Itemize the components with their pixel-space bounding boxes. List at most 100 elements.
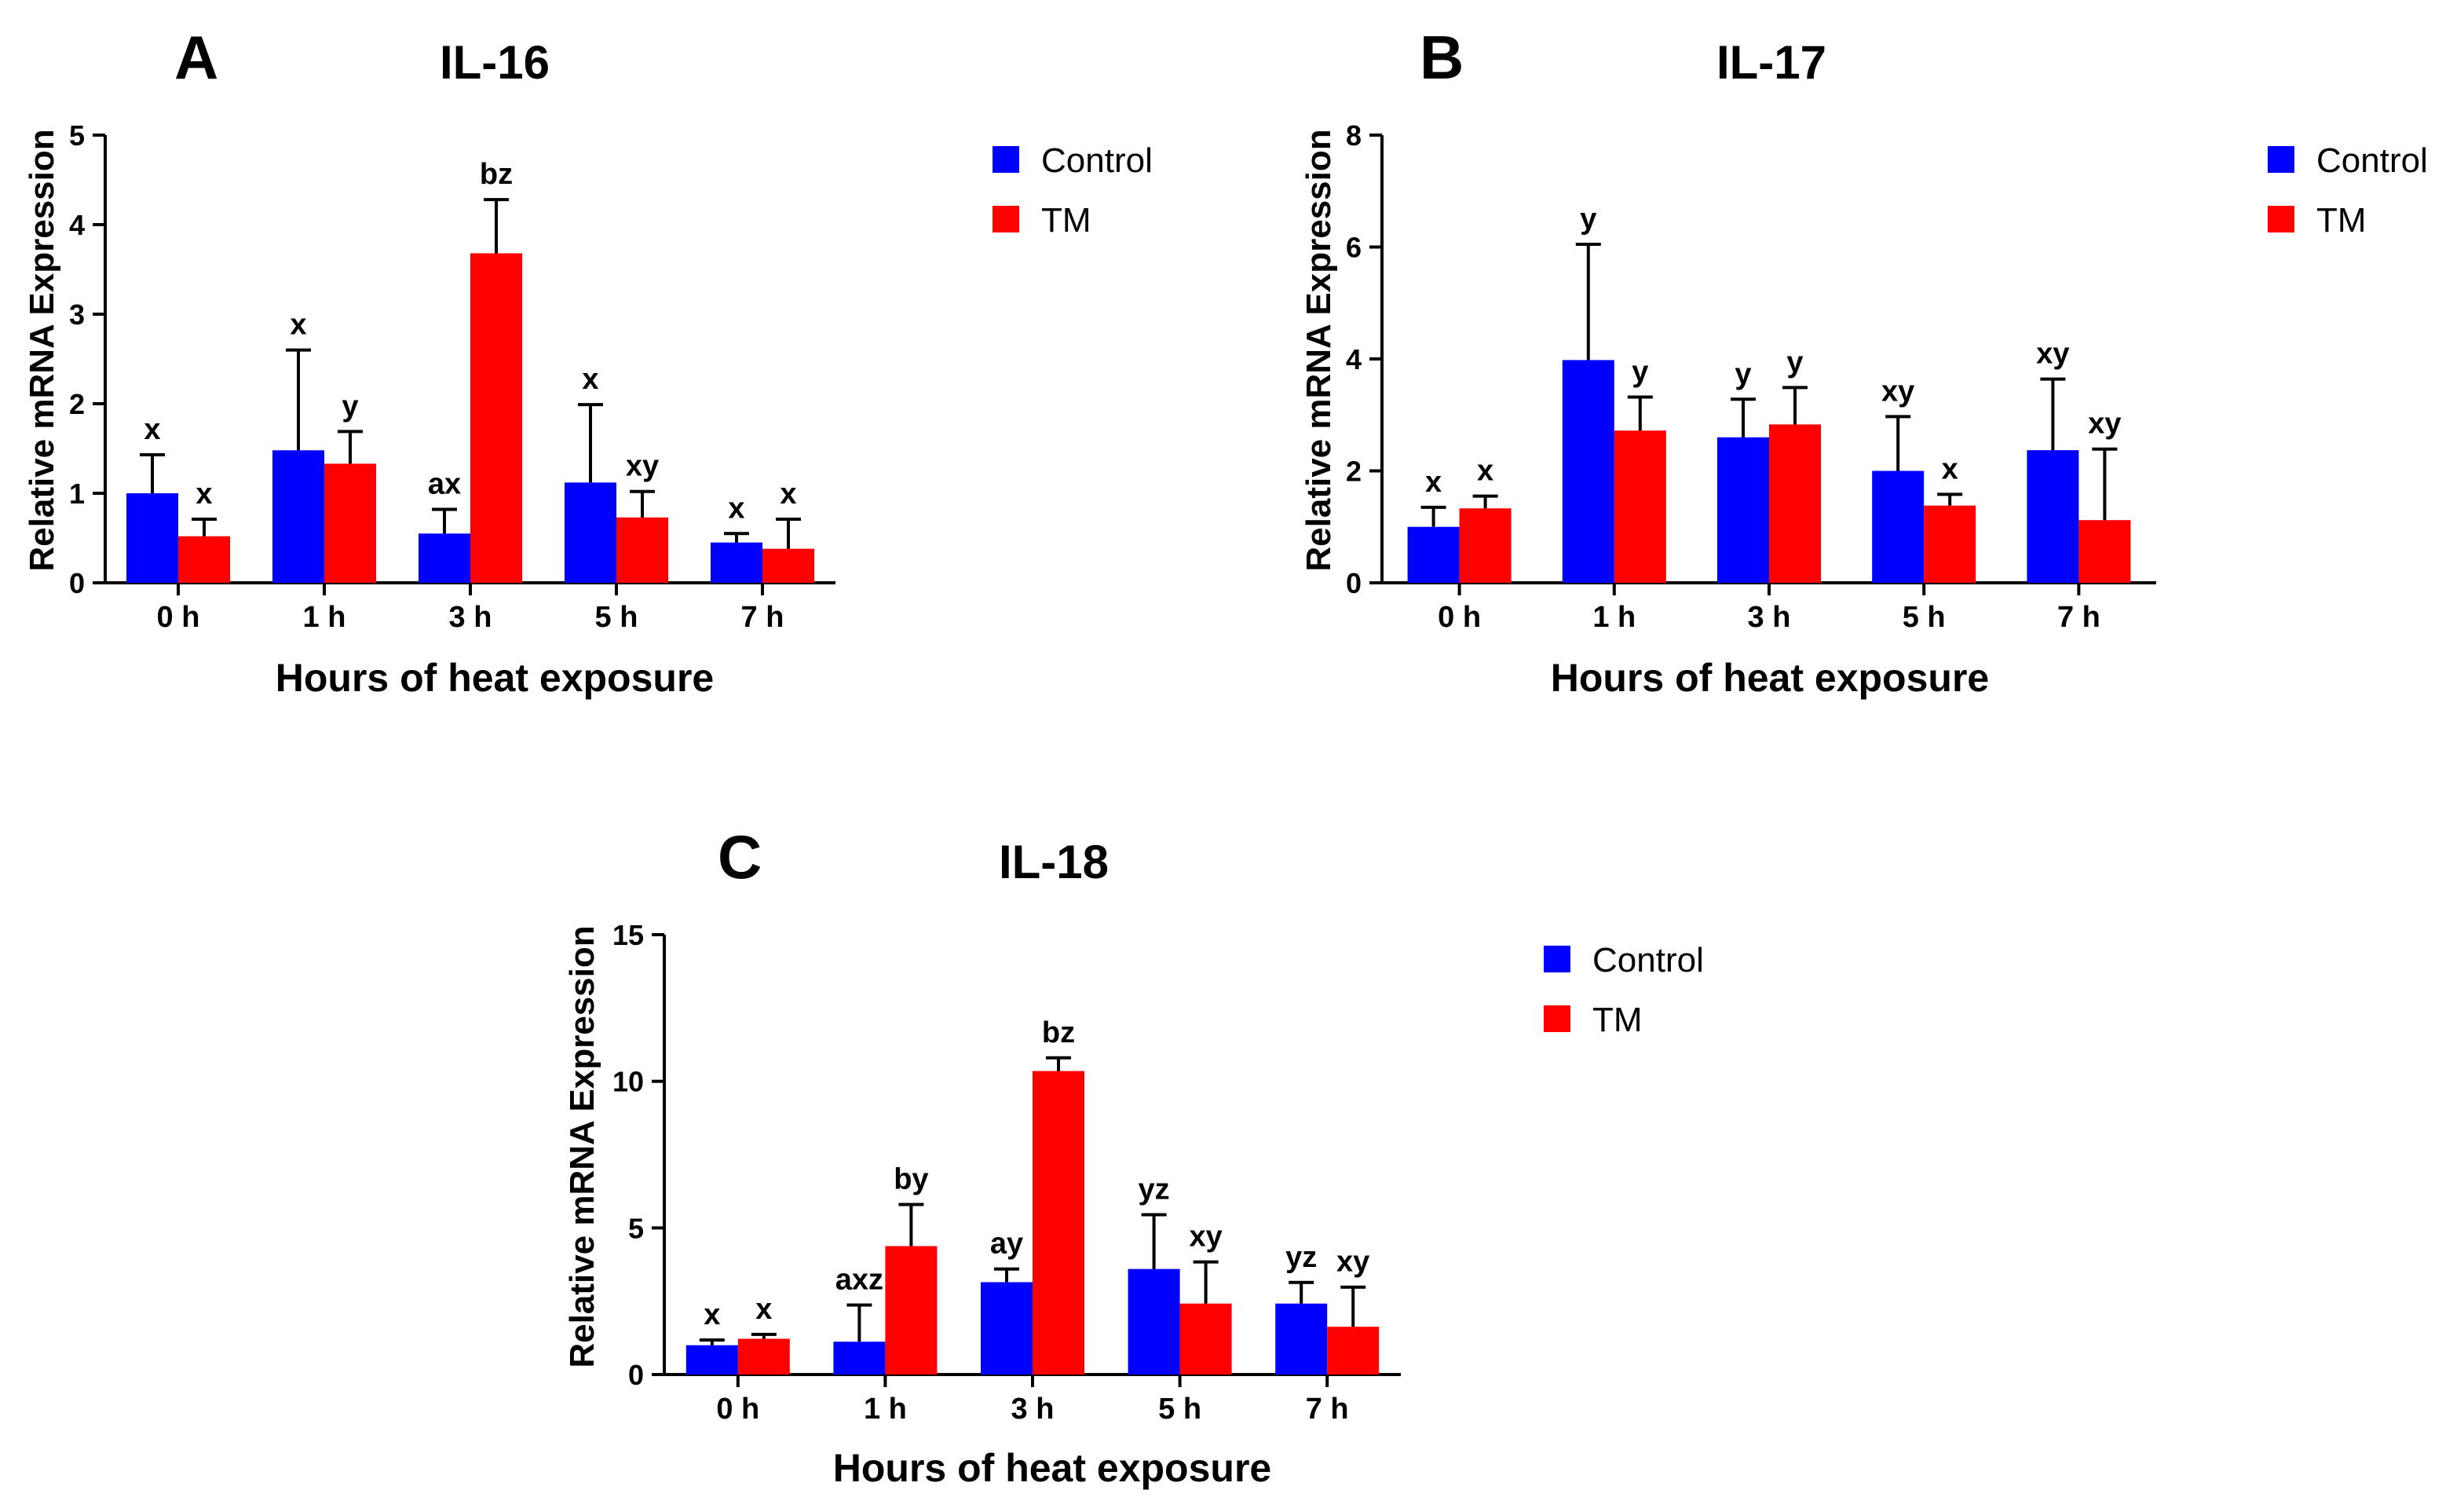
- bar-control-7h: [1275, 1303, 1328, 1375]
- significance-label: x: [290, 309, 306, 342]
- bar-tm-3h: [1769, 424, 1821, 583]
- significance-label: yz: [1285, 1241, 1317, 1274]
- legend-label-control-c: Control: [1592, 941, 1704, 979]
- bar-tm-1h: [324, 463, 376, 583]
- bar-tm-7h: [1327, 1327, 1380, 1375]
- y-tick-label: 5: [628, 1212, 644, 1244]
- x-tick-label: 3 h: [449, 601, 492, 634]
- plot-area-b: 0 2 4 6 8 0 h x x 1 h y y 3 h y y 5 h xy x 7 h xy xy: [1346, 119, 2156, 634]
- significance-label: bz: [1042, 1016, 1075, 1049]
- x-tick-label: 5 h: [1903, 601, 1946, 634]
- bar-tm-1h: [1614, 430, 1666, 583]
- significance-label: x: [755, 1293, 772, 1326]
- bar-tm-3h: [470, 253, 522, 583]
- bar-tm-0h: [1459, 508, 1512, 583]
- y-tick-label: 2: [69, 388, 85, 420]
- significance-label: y: [1786, 346, 1803, 379]
- bar-tm-5h: [1924, 505, 1976, 583]
- x-tick-label: 7 h: [741, 601, 784, 634]
- legend-swatch-control-c: [1544, 946, 1570, 972]
- legend-label-tm-b: TM: [2316, 201, 2367, 240]
- bar-control-0h: [685, 1345, 738, 1375]
- bar-tm-1h: [885, 1246, 938, 1375]
- legend-a: Control TM: [993, 141, 1153, 240]
- significance-label: x: [582, 363, 598, 396]
- panel-a: A IL-16 Relative mRNA Expression Hours o…: [23, 23, 1153, 700]
- legend-swatch-tm-c: [1544, 1005, 1570, 1032]
- y-tick-label: 8: [1346, 119, 1362, 152]
- significance-label: x: [728, 492, 744, 525]
- legend-label-control-a: Control: [1041, 141, 1153, 180]
- legend-swatch-tm-b: [2268, 206, 2294, 232]
- bar-control-3h: [419, 533, 470, 583]
- panel-c: C IL-18 Relative mRNA Expression Hours o…: [563, 822, 1704, 1490]
- panel-letter-c: C: [718, 822, 762, 891]
- x-tick-label: 7 h: [1306, 1393, 1349, 1426]
- significance-label: ax: [428, 468, 461, 501]
- x-tick-label: 7 h: [2057, 601, 2100, 634]
- bar-control-7h: [2027, 450, 2079, 583]
- y-tick-label: 1: [69, 478, 85, 510]
- y-tick-label: 15: [612, 919, 644, 951]
- x-axis-label-a: Hours of heat exposure: [276, 656, 714, 700]
- significance-label: y: [342, 390, 358, 423]
- significance-label: x: [780, 478, 796, 511]
- x-tick-label: 5 h: [1158, 1393, 1201, 1426]
- x-tick-label: 5 h: [595, 601, 638, 634]
- bar-control-3h: [1717, 437, 1769, 583]
- significance-label: x: [1425, 466, 1442, 499]
- legend-b: Control TM: [2268, 141, 2428, 240]
- y-tick-label: 10: [612, 1066, 644, 1098]
- x-axis-label-b: Hours of heat exposure: [1551, 656, 1989, 700]
- bar-control-5h: [1872, 470, 1925, 583]
- legend-label-tm-a: TM: [1041, 201, 1091, 240]
- bar-control-3h: [981, 1282, 1033, 1375]
- bar-control-1h: [1562, 360, 1614, 583]
- legend-swatch-tm-a: [993, 206, 1019, 232]
- x-tick-label: 0 h: [716, 1393, 759, 1426]
- significance-label: x: [1942, 452, 1958, 485]
- significance-label: axz: [835, 1264, 883, 1297]
- bar-tm-5h: [616, 517, 668, 583]
- significance-label: x: [144, 413, 160, 446]
- x-axis-label-c: Hours of heat exposure: [833, 1446, 1271, 1490]
- panel-b: B IL-17 Relative mRNA Expression Hours o…: [1300, 23, 2428, 700]
- x-tick-label: 1 h: [303, 601, 346, 634]
- chart-title-a: IL-16: [440, 36, 550, 89]
- significance-label: y: [1580, 203, 1596, 236]
- y-axis-label-c: Relative mRNA Expression: [563, 925, 601, 1367]
- x-tick-label: 1 h: [864, 1393, 907, 1426]
- significance-label: by: [894, 1162, 928, 1195]
- x-tick-label: 1 h: [1592, 601, 1636, 634]
- bar-control-0h: [126, 493, 178, 583]
- bar-tm-7h: [2078, 520, 2131, 583]
- y-tick-label: 5: [69, 119, 85, 152]
- bar-control-5h: [565, 482, 616, 583]
- significance-label: xy: [1336, 1246, 1369, 1279]
- x-tick-label: 3 h: [1748, 601, 1791, 634]
- legend-label-control-b: Control: [2316, 141, 2428, 180]
- y-tick-label: 2: [1346, 456, 1362, 488]
- bar-tm-0h: [178, 536, 230, 583]
- significance-label: x: [704, 1298, 720, 1331]
- significance-label: y: [1632, 355, 1648, 388]
- panel-letter-b: B: [1420, 23, 1464, 92]
- y-tick-label: 4: [69, 209, 85, 241]
- bar-tm-0h: [737, 1338, 790, 1375]
- y-tick-label: 0: [1346, 567, 1362, 599]
- legend-swatch-control-a: [993, 146, 1019, 173]
- bar-control-1h: [272, 450, 324, 583]
- y-axis-label-a: Relative mRNA Expression: [23, 129, 61, 571]
- bar-control-1h: [833, 1342, 886, 1375]
- significance-label: xy: [626, 450, 659, 483]
- significance-label: xy: [2036, 338, 2069, 371]
- y-tick-label: 0: [628, 1359, 644, 1391]
- y-tick-label: 4: [1346, 343, 1362, 375]
- x-tick-label: 0 h: [1438, 601, 1481, 634]
- chart-title-c: IL-18: [999, 836, 1109, 888]
- legend-c: Control TM: [1544, 941, 1704, 1039]
- bar-tm-7h: [762, 548, 814, 583]
- significance-label: y: [1735, 357, 1751, 390]
